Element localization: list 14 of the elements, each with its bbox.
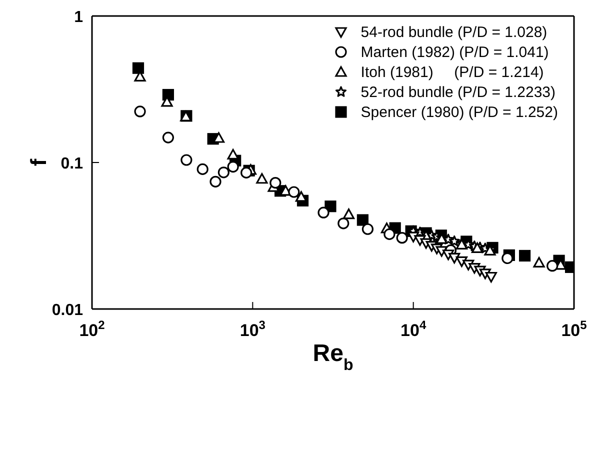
x-axis-title: Re$_{b}$ <box>312 340 354 374</box>
y-tick-label: 0.01 <box>52 302 84 319</box>
legend-label: Marten (1982) (P/D = 1.041) <box>360 44 549 60</box>
y-tick-label: 1 <box>74 9 84 26</box>
x-tick-label: 10$^{2}$ <box>79 318 106 340</box>
y-tick-label: 0.1 <box>60 156 84 172</box>
y-axis-title: f <box>26 158 51 166</box>
legend-label: 54-rod bundle (P/D = 1.028) <box>360 24 548 40</box>
legend-label: 52-rod bundle (P/D = 1.2233) <box>360 84 556 100</box>
legend-label: Spencer (1980) (P/D = 1.252) <box>360 104 558 120</box>
x-tick-label: 10$^{3}$ <box>240 318 266 340</box>
x-tick-label: 10$^{4}$ <box>400 318 426 340</box>
x-tick-label: 10$^{5}$ <box>561 318 588 340</box>
legend-label: Itoh (1981) (P/D = 1.214) <box>360 64 544 80</box>
